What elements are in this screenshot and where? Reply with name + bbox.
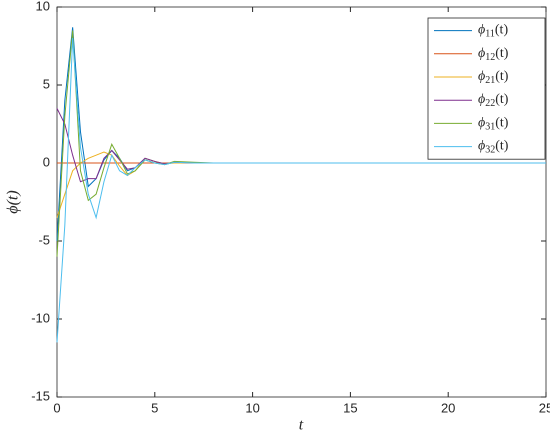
- legend-box: [427, 17, 546, 160]
- y-tick-label: 0: [43, 154, 50, 169]
- y-tick-label: -10: [31, 310, 50, 325]
- legend-label: ϕ31(t): [478, 116, 509, 133]
- y-tick-label: -15: [31, 388, 50, 403]
- x-tick-label: 20: [441, 400, 455, 415]
- x-axis-label: t: [299, 417, 304, 434]
- x-tick-label: 15: [343, 400, 357, 415]
- legend-label: ϕ21(t): [478, 69, 509, 86]
- x-tick-label: 0: [53, 400, 60, 415]
- x-tick-label: 10: [245, 400, 259, 415]
- legend-label: ϕ12(t): [478, 46, 509, 63]
- x-tick-label: 25: [539, 400, 550, 415]
- legend-label: ϕ22(t): [478, 92, 509, 109]
- data-line: [56, 30, 546, 257]
- y-tick-label: 5: [43, 76, 50, 91]
- x-tick-label: 5: [151, 400, 158, 415]
- data-line: [56, 38, 546, 343]
- y-tick-label: 10: [36, 0, 50, 13]
- y-axis-label: ϕ(t): [5, 190, 22, 213]
- legend-label: ϕ32(t): [478, 139, 509, 156]
- y-tick-label: -5: [38, 232, 50, 247]
- legend-label: ϕ11(t): [478, 23, 508, 40]
